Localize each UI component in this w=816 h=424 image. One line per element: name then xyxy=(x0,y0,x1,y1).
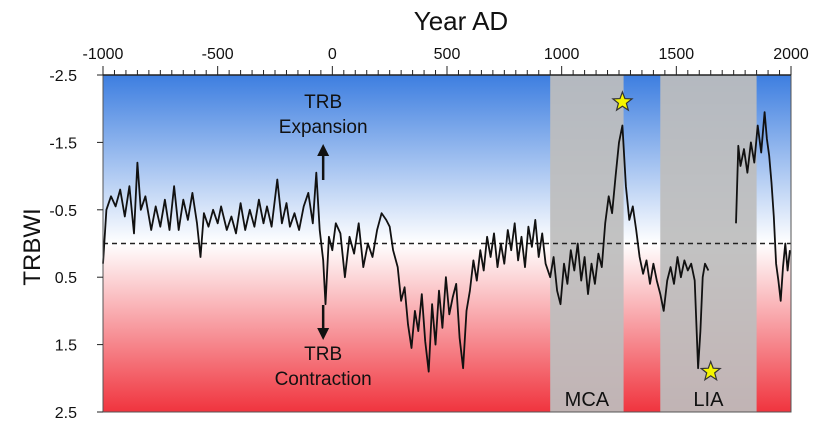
x-axis-title: Year AD xyxy=(414,6,508,36)
annotation-contraction-line-2: Contraction xyxy=(275,369,372,390)
x-tick-label: 500 xyxy=(434,46,461,63)
annotation-contraction-line-1: TRB xyxy=(304,344,342,365)
period-label-lia: LIA xyxy=(693,389,724,411)
x-tick-label: 2000 xyxy=(773,46,809,63)
period-band-mca xyxy=(550,75,624,412)
x-tick-label: 1500 xyxy=(659,46,695,63)
y-tick-label: -1.5 xyxy=(49,135,77,152)
star-icon xyxy=(699,359,722,382)
y-axis: -2.5 -1.5 -0.5 0.5 1.5 2.5 xyxy=(49,68,103,422)
arrow-up-head-icon xyxy=(317,144,330,156)
y-axis-title: TRBWI xyxy=(19,208,46,285)
x-tick-label: 1000 xyxy=(544,46,580,63)
arrow-down-head-icon xyxy=(317,328,330,340)
series-line-segment-2 xyxy=(735,111,791,302)
period-label-mca: MCA xyxy=(565,389,610,411)
star-icon xyxy=(611,90,634,112)
series-line-segment-1 xyxy=(102,124,710,373)
star-markers xyxy=(611,90,722,382)
x-axis: -1000 -500 0 500 1000 1500 2000 xyxy=(83,46,809,76)
y-tick-label: 2.5 xyxy=(55,405,77,422)
x-tick-label: -500 xyxy=(202,46,234,63)
y-tick-label: -0.5 xyxy=(49,203,77,220)
y-tick-label: -2.5 xyxy=(49,68,77,85)
y-tick-label: 1.5 xyxy=(55,338,77,355)
x-tick-label: 0 xyxy=(328,46,337,63)
x-tick-label: -1000 xyxy=(83,46,124,63)
annotation-expansion-line-2: Expansion xyxy=(279,117,368,138)
annotation-expansion-line-1: TRB xyxy=(304,92,342,113)
y-tick-label: 0.5 xyxy=(55,270,77,287)
series-group xyxy=(102,111,791,373)
annotations: TRB Expansion TRB Contraction xyxy=(275,92,372,390)
